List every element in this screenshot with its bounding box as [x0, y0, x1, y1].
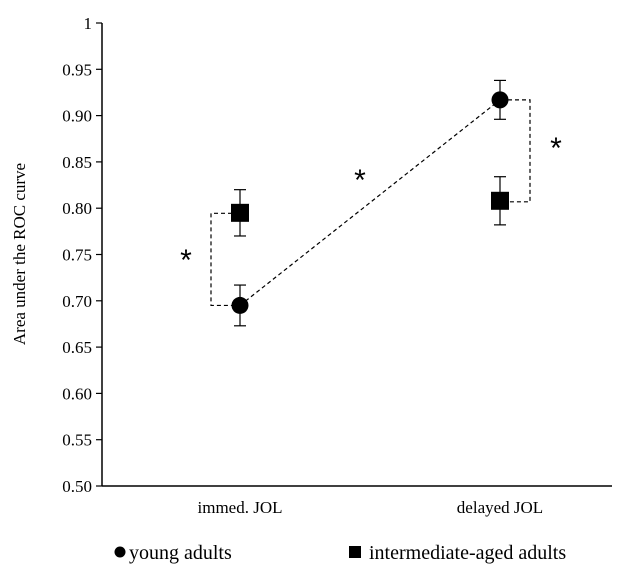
y-tick-label: 1 [84, 14, 93, 33]
y-axis-title: Area under the ROC curve [10, 163, 29, 345]
x-tick-label: immed. JOL [198, 498, 283, 517]
significance-bracket-delayed [508, 99, 531, 203]
y-tick-label: 0.90 [62, 107, 92, 126]
y-tick-label: 0.60 [62, 384, 92, 403]
significance-star: * [180, 244, 192, 277]
significance-star: * [550, 132, 562, 165]
x-axis: immed. JOL delayed JOL [102, 485, 612, 517]
significance-line-young [239, 99, 501, 306]
y-tick-label: 0.50 [62, 477, 92, 496]
significance-star: * [354, 164, 366, 197]
significance-brackets: * * * [180, 99, 562, 307]
y-tick-label: 0.80 [62, 199, 92, 218]
x-tick-label: delayed JOL [457, 498, 543, 517]
y-tick-label: 0.65 [62, 338, 92, 357]
legend: young adults intermediate-aged adults [114, 542, 566, 564]
data-point-intermediate-aged-adults [231, 203, 249, 222]
y-tick-label: 0.85 [62, 153, 92, 172]
data-point-young-adults [491, 91, 509, 109]
y-axis: 0.50 0.55 0.60 0.65 0.70 0.75 0.80 0.85 0.90 0.95… [62, 14, 103, 496]
y-tick-label: 0.95 [62, 60, 92, 79]
y-ticks: 0.50 0.55 0.60 0.65 0.70 0.75 0.80 0.85 0.90 0.95… [62, 14, 102, 496]
significance-bracket-immed [210, 212, 232, 307]
y-tick-label: 0.75 [62, 246, 92, 265]
legend-label-young-adults: young adults [129, 542, 232, 564]
data-point-intermediate-aged-adults [491, 191, 509, 210]
legend-label-intermediate-aged-adults: intermediate-aged adults [369, 542, 566, 564]
y-tick-label: 0.70 [62, 292, 92, 311]
data-point-young-adults [231, 296, 249, 314]
legend-marker-intermediate-aged-adults [349, 546, 361, 558]
x-labels: immed. JOL delayed JOL [198, 498, 544, 517]
legend-marker-young-adults [114, 546, 126, 558]
y-tick-label: 0.55 [62, 431, 92, 450]
data-marks [231, 79, 509, 327]
